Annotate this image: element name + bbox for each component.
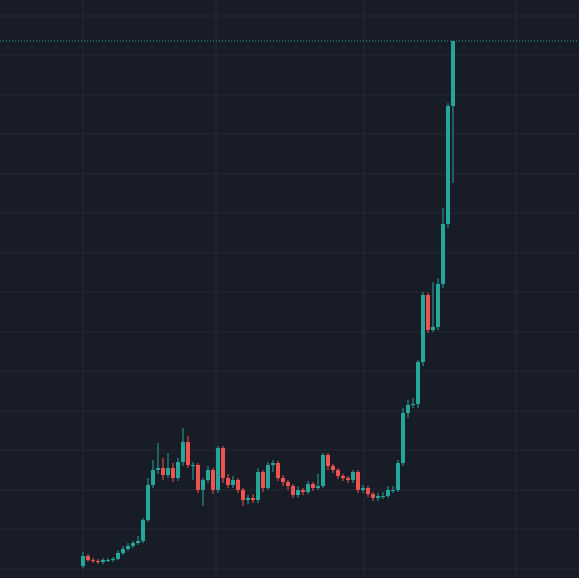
candle-body	[386, 490, 390, 496]
candle-body	[191, 465, 195, 466]
candle-body	[371, 494, 375, 498]
candle-body	[166, 468, 170, 475]
candle-body	[106, 560, 110, 561]
candle-body	[221, 448, 225, 478]
candle-body	[376, 496, 380, 498]
candle-body	[316, 486, 320, 488]
candle-body	[366, 488, 370, 494]
candle-body	[251, 498, 255, 500]
candle-body	[231, 480, 235, 485]
candle-body	[286, 482, 290, 486]
candle-body	[96, 561, 100, 562]
candle-body	[121, 549, 125, 553]
candle-body	[301, 490, 305, 492]
candle-body	[361, 488, 365, 490]
candle-body	[266, 465, 270, 488]
candle-body	[101, 560, 105, 562]
candle-body	[81, 556, 85, 566]
candle-body	[331, 466, 335, 470]
candle-body	[321, 455, 325, 486]
candle-body	[306, 484, 310, 492]
candle-body	[216, 448, 220, 490]
candle-body	[311, 484, 315, 488]
candle-body	[151, 470, 155, 485]
candle-body	[341, 476, 345, 478]
candle-body	[246, 498, 250, 500]
candle-body	[136, 541, 140, 543]
candle-body	[446, 106, 450, 224]
candle-body	[261, 472, 265, 488]
candle-body	[226, 478, 230, 485]
candle-body	[111, 559, 115, 560]
candle-body	[211, 470, 215, 490]
candle-body	[131, 543, 135, 546]
candle-body	[441, 224, 445, 284]
candle-body	[431, 327, 435, 330]
candle-body	[181, 442, 185, 462]
candle-body	[126, 546, 130, 549]
candle-body	[296, 490, 300, 495]
candle-body	[351, 472, 355, 480]
candle-body	[206, 470, 210, 480]
candle-body	[416, 362, 420, 404]
candle-body	[406, 405, 410, 413]
candle-body	[346, 478, 350, 480]
candle-body	[356, 472, 360, 490]
candle-body	[146, 485, 150, 520]
candle-body	[171, 468, 175, 478]
candle-body	[196, 465, 200, 490]
candle-body	[276, 463, 280, 478]
candle-body	[391, 490, 395, 491]
candle-body	[336, 470, 340, 476]
candle-body	[156, 468, 160, 470]
candle-body	[86, 556, 90, 560]
candle-body	[271, 463, 275, 465]
candle-body	[176, 462, 180, 478]
candle-body	[161, 468, 165, 475]
candle-body	[411, 404, 415, 405]
candle-body	[201, 480, 205, 490]
candle-body	[116, 553, 120, 559]
candle-body	[326, 455, 330, 466]
candle-body	[281, 478, 285, 482]
candle-body	[141, 520, 145, 541]
candle-body	[451, 41, 455, 106]
candle-body	[401, 413, 405, 463]
candle-body	[291, 486, 295, 495]
candle-body	[426, 295, 430, 330]
candle-body	[421, 295, 425, 362]
candle-body	[241, 490, 245, 500]
candle-body	[256, 472, 260, 500]
candle-body	[186, 442, 190, 465]
candle-body	[91, 560, 95, 561]
candle-body	[396, 463, 400, 490]
candle-body	[436, 284, 440, 327]
candle-body	[381, 496, 385, 497]
candle-body	[236, 480, 240, 490]
